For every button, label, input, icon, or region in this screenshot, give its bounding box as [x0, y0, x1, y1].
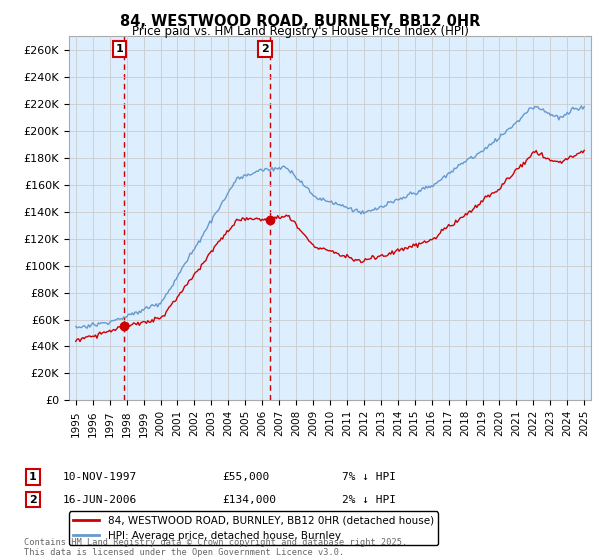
- Text: 16-JUN-2006: 16-JUN-2006: [63, 494, 137, 505]
- Text: 84, WESTWOOD ROAD, BURNLEY, BB12 0HR: 84, WESTWOOD ROAD, BURNLEY, BB12 0HR: [120, 14, 480, 29]
- Text: 10-NOV-1997: 10-NOV-1997: [63, 472, 137, 482]
- Text: 2: 2: [29, 494, 37, 505]
- Text: £55,000: £55,000: [222, 472, 269, 482]
- Text: £134,000: £134,000: [222, 494, 276, 505]
- Text: 1: 1: [29, 472, 37, 482]
- Legend: 84, WESTWOOD ROAD, BURNLEY, BB12 0HR (detached house), HPI: Average price, detac: 84, WESTWOOD ROAD, BURNLEY, BB12 0HR (de…: [69, 511, 438, 545]
- Text: 7% ↓ HPI: 7% ↓ HPI: [342, 472, 396, 482]
- Text: 2% ↓ HPI: 2% ↓ HPI: [342, 494, 396, 505]
- Text: Contains HM Land Registry data © Crown copyright and database right 2025.
This d: Contains HM Land Registry data © Crown c…: [24, 538, 407, 557]
- Text: Price paid vs. HM Land Registry's House Price Index (HPI): Price paid vs. HM Land Registry's House …: [131, 25, 469, 38]
- Text: 2: 2: [261, 44, 269, 54]
- Text: 1: 1: [115, 44, 123, 54]
